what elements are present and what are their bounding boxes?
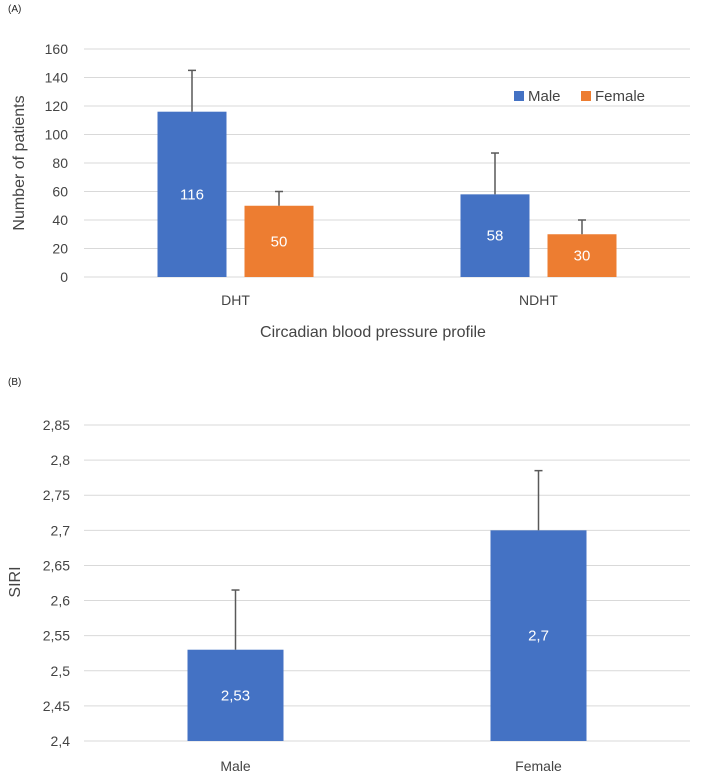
y-tick-label: 40 [52,212,68,228]
panel-b-label: (B) [8,377,21,388]
panel-a-y-axis-title: Number of patients [11,95,28,230]
y-tick-label: 60 [52,184,68,200]
panel-b-y-axis-title: SIRI [7,566,24,597]
y-tick-label: 120 [45,98,69,114]
data-label: 2,53 [221,687,250,704]
bar-siri-female [490,530,587,741]
y-tick-label: 2,65 [43,557,70,573]
y-tick-label: 80 [52,155,68,171]
y-tick-label: 2,75 [43,487,70,503]
panel-a-x-axis-title: Circadian blood pressure profile [260,324,486,341]
y-tick-label: 2,7 [51,522,71,538]
data-label: 30 [574,248,591,265]
x-category-label: Female [515,758,562,774]
y-tick-label: 2,6 [51,593,71,609]
y-tick-label: 2,8 [51,452,71,468]
legend-label-female: Female [595,88,645,105]
y-tick-label: 2,5 [51,663,71,679]
bar-female-ndht [547,234,617,277]
panel-b: (B) 2,42,452,52,552,62,652,72,752,82,85 … [7,377,690,774]
y-tick-label: 20 [52,241,68,257]
panel-a: (A) 0 20 40 60 80 100 120 140 160 116 50 58 30 DHT N… [8,4,690,341]
panel-a-label: (A) [8,4,21,15]
legend-swatch-female [581,91,591,101]
bar-siri-male [187,649,284,741]
y-tick-label: 2,45 [43,698,70,714]
y-tick-label: 2,4 [51,733,71,749]
y-tick-label: 140 [45,70,69,86]
legend: Male Female [514,88,645,105]
legend-label-male: Male [528,88,561,105]
y-tick-label: 100 [45,127,69,143]
data-label: 116 [180,186,204,203]
data-label: 58 [487,228,504,245]
bar-male-ndht [460,194,530,277]
y-tick-label: 160 [45,41,69,57]
y-tick-label: 2,55 [43,628,70,644]
x-category-label: NDHT [519,292,558,308]
bar-male-dht [157,111,227,277]
x-category-label: Male [220,758,251,774]
bar-female-dht [244,205,314,277]
data-label: 2,7 [528,628,549,645]
legend-swatch-male [514,91,524,101]
y-tick-label: 0 [60,269,68,285]
x-category-label: DHT [221,292,250,308]
data-label: 50 [271,233,288,250]
y-tick-label: 2,85 [43,417,70,433]
